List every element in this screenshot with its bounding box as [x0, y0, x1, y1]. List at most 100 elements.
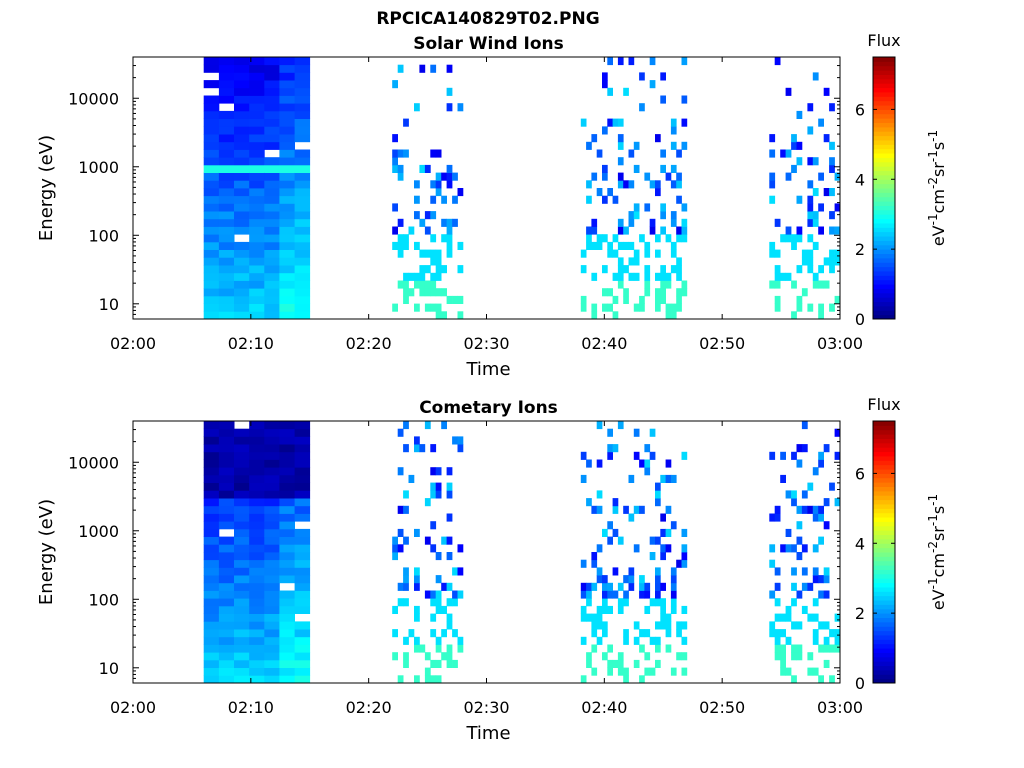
heatmap-cell-2-4-10	[602, 234, 608, 243]
heatmap-cell-3-5-4	[796, 644, 803, 653]
heatmap-cell-1-12-31	[457, 436, 464, 445]
heatmap-cell-0-5-27	[279, 103, 295, 112]
heatmap-cell-0-1-14	[218, 203, 235, 212]
heatmap-cell-2-1-15	[586, 195, 592, 204]
heatmap-cell-0-0-15	[203, 559, 220, 568]
heatmap-cell-2-5-16	[607, 188, 613, 197]
heatmap-cell-0-3-33	[249, 57, 265, 66]
heatmap-cell-0-5-9	[279, 605, 295, 614]
heatmap-cell-0-4-23	[264, 498, 280, 507]
heatmap-cell-2-12-9	[644, 241, 651, 250]
heatmap-cell-0-2-31	[234, 436, 250, 445]
heatmap-cell-0-3-0	[249, 311, 265, 319]
heatmap-cell-2-7-12	[617, 218, 624, 227]
colorbar-swatch	[873, 218, 895, 224]
heatmap-cell-2-7-2	[617, 659, 624, 668]
heatmap-cell-0-5-1	[279, 303, 295, 312]
heatmap-cell-0-6-26	[294, 474, 311, 483]
heatmap-cell-2-14-16	[655, 188, 661, 197]
heatmap-cell-2-8-0	[623, 675, 629, 683]
colorbar-swatch	[873, 508, 895, 514]
heatmap-cell-0-2-19	[234, 528, 250, 537]
heatmap-cell-0-0-14	[203, 567, 220, 576]
heatmap-cell-1-8-4	[435, 644, 442, 653]
heatmap-cell-2-8-3	[623, 288, 629, 297]
heatmap-cell-0-0-5	[203, 636, 220, 645]
heatmap-cell-0-0-7	[203, 257, 220, 266]
heatmap-cell-2-0-8	[580, 613, 587, 622]
heatmap-cell-0-2-26	[234, 110, 250, 119]
heatmap-cell-1-1-4	[397, 280, 404, 289]
heatmap-cell-0-1-13	[218, 575, 235, 584]
heatmap-cell-2-5-3	[607, 288, 613, 297]
heatmap-cell-2-11-10	[639, 234, 645, 243]
x-axis-label: Time	[465, 723, 510, 744]
heatmap-cell-0-4-32	[264, 64, 280, 73]
colorbar-swatch	[873, 297, 895, 303]
x-tick-label: 02:50	[699, 698, 745, 717]
heatmap-cell-0-1-9	[218, 605, 235, 614]
colorbar-swatch	[873, 460, 895, 466]
colorbar-swatch	[873, 661, 895, 667]
heatmap-cell-0-2-27	[234, 467, 250, 476]
heatmap-cell-3-2-1	[780, 667, 786, 676]
heatmap-cell-2-12-9	[644, 605, 651, 614]
heatmap-cell-2-7-7	[617, 257, 624, 266]
colorbar-swatch	[873, 257, 895, 263]
colorbar-swatch	[873, 100, 895, 106]
heatmap-cell-3-1-14	[774, 567, 781, 576]
heatmap-cell-0-3-11	[249, 226, 265, 235]
heatmap-cell-2-14-11	[655, 590, 661, 599]
heatmap-cell-1-2-5	[403, 636, 409, 645]
heatmap-cell-2-16-6	[665, 629, 672, 638]
heatmap-cell-0-3-12	[249, 582, 265, 591]
colorbar-swatch	[873, 266, 895, 272]
heatmap-cell-0-4-24	[264, 490, 280, 499]
heatmap-cell-0-2-27	[234, 103, 250, 112]
heatmap-cell-0-3-24	[249, 490, 265, 499]
colorbar-swatch	[873, 148, 895, 154]
heatmap-cell-0-2-23	[234, 498, 250, 507]
heatmap-cell-0-2-3	[234, 652, 250, 661]
heatmap-cell-2-14-1	[655, 303, 661, 312]
heatmap-cell-0-5-31	[279, 436, 295, 445]
colorbar-swatch	[873, 517, 895, 522]
heatmap-cell-1-0-3	[392, 652, 398, 661]
heatmap-cell-2-15-14	[660, 203, 666, 212]
heatmap-cell-1-6-13	[424, 211, 431, 220]
heatmap-cell-0-2-15	[234, 559, 250, 568]
heatmap-cell-3-5-22	[796, 505, 803, 514]
heatmap-cell-0-0-6	[203, 265, 220, 274]
heatmap-cell-3-10-30	[823, 444, 830, 453]
heatmap-cell-1-9-12	[441, 218, 447, 227]
heatmap-cell-1-7-10	[430, 234, 437, 243]
heatmap-cell-1-8-25	[435, 482, 442, 491]
heatmap-cell-0-1-0	[218, 311, 235, 319]
heatmap-cell-0-3-13	[249, 211, 265, 220]
heatmap-cell-2-11-2	[639, 295, 645, 304]
heatmap-cell-3-6-12	[801, 582, 808, 591]
heatmap-cell-2-9-33	[628, 57, 635, 66]
heatmap-cell-0-2-20	[234, 157, 250, 166]
heatmap-cell-3-0-6	[769, 629, 776, 638]
heatmap-cell-2-17-1	[670, 303, 677, 312]
colorbar-swatch	[873, 135, 895, 141]
heatmap-cell-0-3-21	[249, 513, 265, 522]
heatmap-cell-1-6-11	[424, 226, 431, 235]
heatmap-cell-0-5-8	[279, 613, 295, 622]
heatmap-cell-0-0-16	[203, 552, 220, 561]
heatmap-cell-1-4-17	[414, 180, 420, 189]
heatmap-cell-2-10-5	[633, 636, 640, 645]
heatmap-cell-1-0-20	[392, 157, 398, 166]
heatmap-cell-2-6-19	[612, 528, 619, 537]
heatmap-cell-0-3-33	[249, 421, 265, 430]
colorbar-swatch	[873, 279, 895, 285]
heatmap-cell-2-16-18	[665, 172, 672, 181]
heatmap-cell-0-1-27	[218, 467, 235, 476]
heatmap-cell-1-9-18	[441, 172, 447, 181]
heatmap-cell-1-8-7	[435, 257, 442, 266]
heatmap-cell-1-8-27	[435, 467, 442, 476]
heatmap-cell-0-6-2	[294, 295, 311, 304]
heatmap-cell-0-3-7	[249, 257, 265, 266]
heatmap-cell-3-1-5	[774, 636, 781, 645]
